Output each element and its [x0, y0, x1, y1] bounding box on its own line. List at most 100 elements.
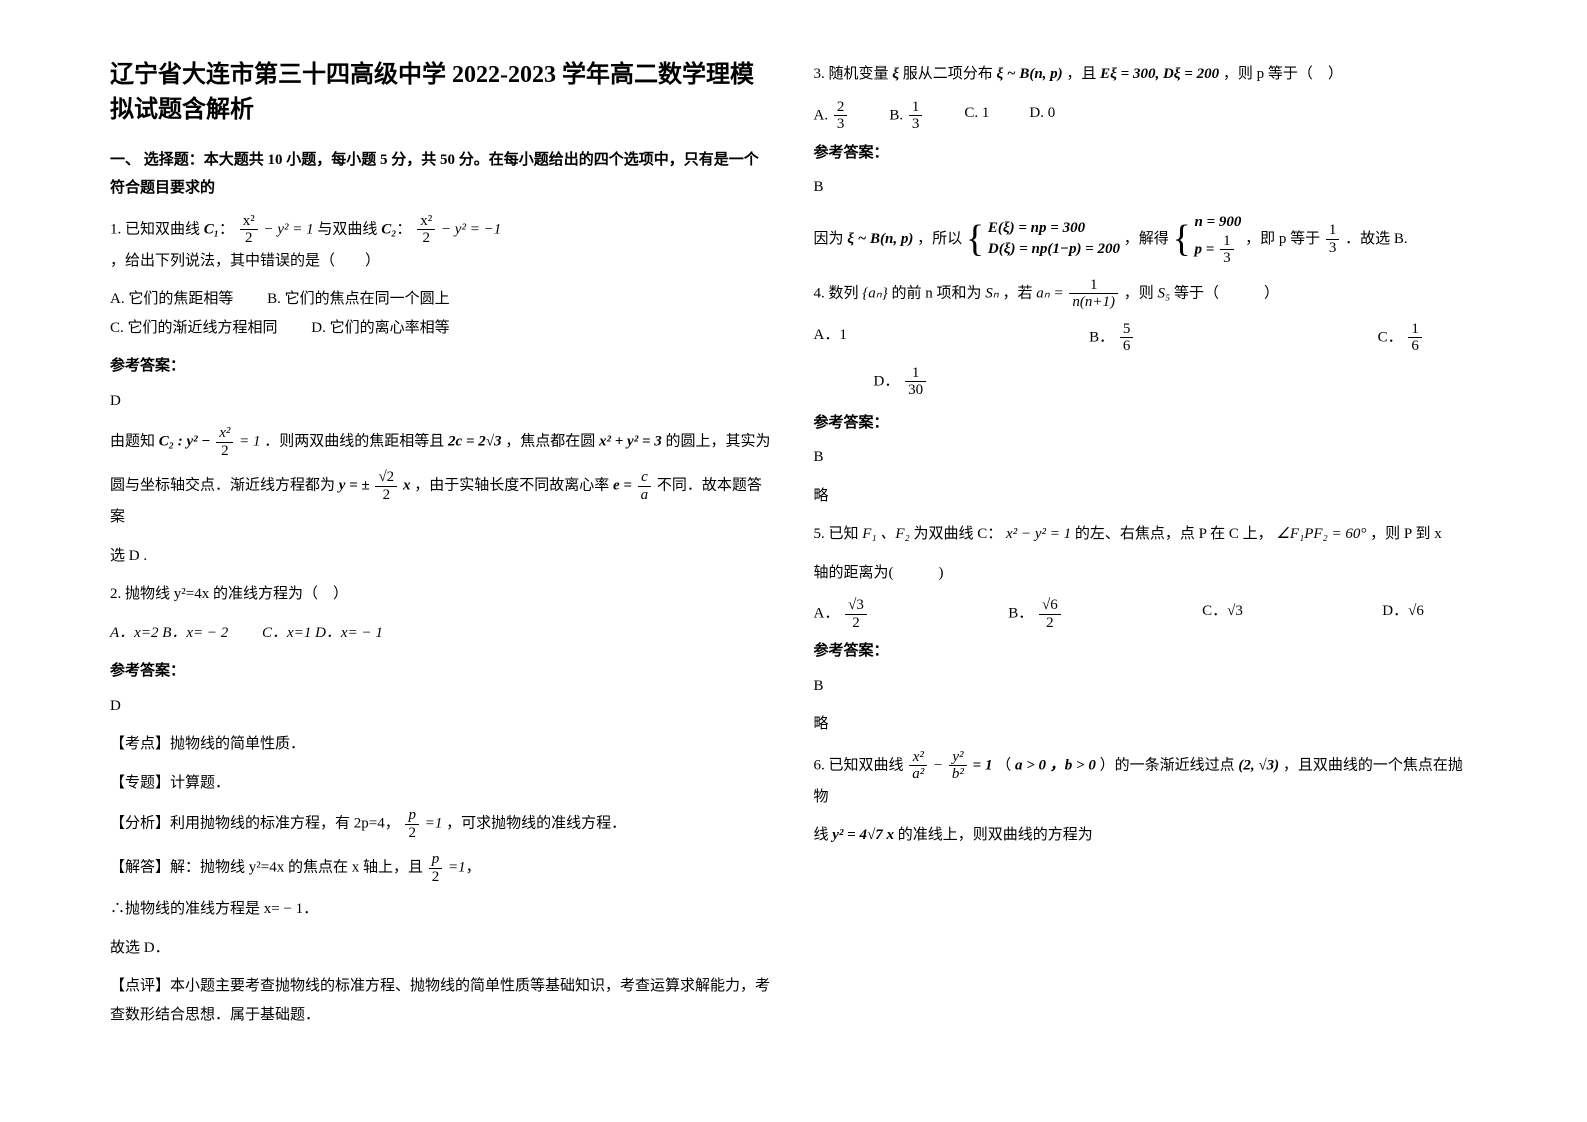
text: ，则 P 到 x: [1370, 526, 1442, 542]
text: ，所以: [917, 230, 962, 246]
q1-options: A. 它们的焦距相等 B. 它们的焦点在同一个圆上 C. 它们的渐近线方程相同 …: [110, 285, 774, 342]
question-5: 5. 已知 F₁ 、F₂ 为双曲线 C： x² − y² = 1 的左、右焦点，…: [814, 520, 1478, 549]
text: 等于（ ）: [1174, 285, 1279, 301]
math: 2c = 2√3: [448, 434, 501, 450]
math: ξ ~ B(n, p): [997, 66, 1063, 82]
opt-b: B. 它们的焦点在同一个圆上: [267, 291, 450, 307]
q4-brief: 略: [814, 482, 1478, 511]
opt-c: C．x=1: [262, 625, 311, 641]
math: = 1: [973, 757, 993, 773]
den: a: [638, 487, 652, 504]
math: y = ±: [339, 478, 370, 494]
math: C₁: [204, 221, 219, 237]
text: 线: [814, 827, 829, 843]
column-left: 辽宁省大连市第三十四高级中学 2022-2023 学年高二数学理模拟试题含解析 …: [90, 50, 794, 1072]
text: 由题知: [110, 434, 155, 450]
math: = 1: [239, 434, 260, 450]
q6-line2: 线 y² = 4√7 x 的准线上，则双曲线的方程为: [814, 821, 1478, 850]
q2-solve-1: 【解答】解：抛物线 y²=4x 的焦点在 x 轴上，且 p2 =1，: [110, 851, 774, 885]
den: 2: [1039, 615, 1061, 632]
math: a > 0 ，b > 0: [1015, 757, 1096, 773]
text: ）的一条渐近线过点: [1100, 757, 1235, 773]
doc-title: 辽宁省大连市第三十四高级中学 2022-2023 学年高二数学理模拟试题含解析: [110, 58, 774, 128]
opt-a: A．1: [814, 321, 847, 355]
column-right: 3. 随机变量 ξ 服从二项分布 ξ ~ B(n, p) ，且 Eξ = 300…: [794, 50, 1498, 1072]
den: 2: [429, 869, 443, 886]
math: x² − y² = 1: [1006, 526, 1071, 542]
math: S₅: [1158, 285, 1171, 301]
num: √3: [845, 597, 867, 615]
opt-b: B． √62: [1008, 597, 1063, 631]
text: 的前 n 项和为: [892, 285, 982, 301]
q4-answer: B: [814, 443, 1478, 472]
den: 2: [240, 230, 258, 247]
num: 1: [905, 365, 926, 383]
text: ，可求抛物线的准线方程．: [446, 816, 626, 832]
text: 【解答】解：抛物线 y²=4x 的焦点在 x 轴上，且: [110, 860, 423, 876]
q3-solution: 因为 ξ ~ B(n, p) ，所以 { E(ξ) = np = 300 D(ξ…: [814, 212, 1478, 267]
den: 2: [375, 487, 397, 504]
text: ，给出下列说法，其中错误的是（ ）: [110, 253, 380, 269]
text: ．则两双曲线的焦距相等且: [264, 434, 444, 450]
math: −: [933, 757, 943, 773]
math: C₂ : y² −: [159, 434, 211, 450]
math: aₙ =: [1036, 285, 1063, 301]
q1-answer: D: [110, 387, 774, 416]
text: ，焦点都在圆: [505, 434, 595, 450]
num: p: [405, 807, 419, 825]
text: 的圆上，其实为: [666, 434, 771, 450]
num: x²: [240, 213, 258, 231]
math: F₁ 、F₂: [862, 526, 910, 542]
text: 服从二项分布: [903, 66, 993, 82]
den: 2: [216, 443, 233, 460]
text: ，即 p 等于: [1245, 230, 1320, 246]
answer-heading: 参考答案：: [814, 139, 1478, 168]
answer-heading: 参考答案：: [814, 409, 1478, 438]
opt-c: C． 16: [1378, 321, 1424, 355]
text: 4. 数列: [814, 285, 859, 301]
question-2: 2. 抛物线 y²=4x 的准线方程为（ ）: [110, 580, 774, 609]
label: C．: [1378, 329, 1403, 345]
math: Eξ = 300, Dξ = 200: [1100, 66, 1219, 82]
math: x: [403, 478, 411, 494]
text: ，且: [1066, 66, 1096, 82]
answer-heading: 参考答案：: [814, 637, 1478, 666]
text: 的左、右焦点，点 P 在 C 上，: [1075, 526, 1273, 542]
num: 1: [909, 99, 923, 117]
text: （: [996, 757, 1011, 773]
math: e =: [613, 478, 632, 494]
question-6: 6. 已知双曲线 x²a² − y²b² = 1 （ a > 0 ，b > 0 …: [814, 749, 1478, 812]
num: 2: [834, 99, 848, 117]
q2-solve-2: ∴抛物线的准线方程是 x= − 1．: [110, 895, 774, 924]
num: 1: [1069, 277, 1118, 295]
math: D(ξ) = np(1−p) = 200: [988, 241, 1120, 257]
math: =1: [448, 860, 466, 876]
q2-options: A．x=2 B．x= − 2 C．x=1 D．x= − 1: [110, 619, 774, 648]
opt-d: D. 0: [1029, 99, 1055, 133]
math: E(ξ) = np = 300: [988, 220, 1085, 236]
den: 3: [1220, 250, 1234, 267]
opt-c: C. 1: [964, 99, 989, 133]
text: 的准线上，则双曲线的方程为: [898, 827, 1093, 843]
math: ξ: [892, 66, 899, 82]
math: n = 900: [1195, 214, 1242, 230]
label: B．: [1008, 605, 1033, 621]
q5-options: A． √32 B． √62 C．√3 D．√6: [814, 597, 1424, 631]
question-4: 4. 数列 {aₙ} 的前 n 项和为 Sₙ ，若 aₙ = 1n(n+1) ，…: [814, 277, 1478, 311]
den: 3: [834, 116, 848, 133]
opt-a: A. 它们的焦距相等: [110, 291, 233, 307]
math: ξ ~ B(n, p): [847, 230, 913, 246]
text: 3. 随机变量: [814, 66, 889, 82]
num: 5: [1120, 321, 1134, 339]
label: D．: [874, 373, 900, 389]
text: 【分析】利用抛物线的标准方程，有 2p=4，: [110, 816, 400, 832]
num: x²: [216, 425, 233, 443]
opt-d: D．√6: [1382, 597, 1424, 631]
num: x²: [417, 213, 435, 231]
opt-b: B．x= − 2: [162, 625, 228, 641]
text: 5. 已知: [814, 526, 859, 542]
q2-solve-3: 故选 D．: [110, 934, 774, 963]
text: 因为: [814, 230, 844, 246]
label: A.: [814, 107, 829, 123]
math: − y² = 1: [264, 221, 314, 237]
